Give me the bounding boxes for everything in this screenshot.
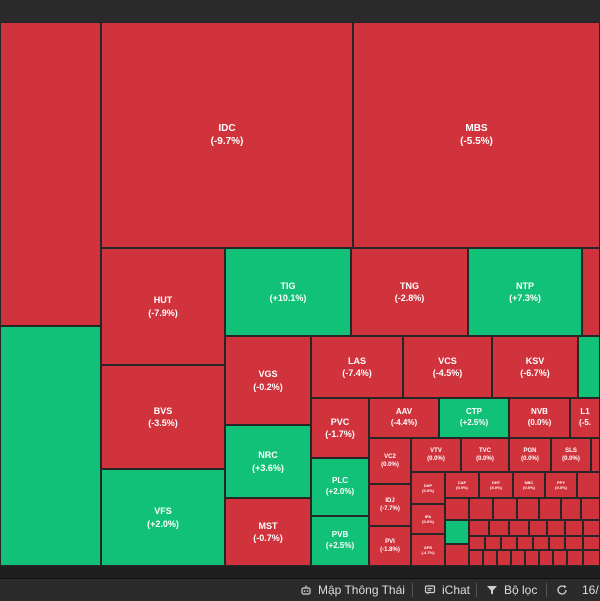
stock-tile-aps[interactable]: APS (-4.7%) xyxy=(411,534,445,566)
stock-tile-vgs[interactable]: VGS (-0.2%) xyxy=(225,336,311,425)
stock-tile-plc[interactable]: PLC (+2.0%) xyxy=(311,458,369,516)
top-bar xyxy=(0,0,600,23)
filter-label: Bộ lọc xyxy=(504,583,538,597)
bottom-toolbar: Mập Thông Thái iChat Bộ lọc 16/ xyxy=(0,578,600,601)
stock-tile-ksv[interactable]: KSV (-6.7%) xyxy=(492,336,578,398)
stock-tile[interactable] xyxy=(497,550,511,566)
stock-tile-hut[interactable]: HUT (-7.9%) xyxy=(101,248,225,365)
date-label: 16/ xyxy=(582,583,599,597)
stock-tile[interactable] xyxy=(565,536,583,550)
stock-tile[interactable] xyxy=(509,520,529,536)
stock-tile[interactable] xyxy=(577,472,600,498)
stock-tile[interactable] xyxy=(581,498,600,520)
stock-tile[interactable] xyxy=(561,498,581,520)
stock-tile[interactable] xyxy=(445,498,469,520)
map-button[interactable]: Mập Thông Thái xyxy=(300,579,405,601)
stock-tile-cap[interactable]: CAP (0.0%) xyxy=(445,472,479,498)
stock-tile[interactable] xyxy=(445,520,469,544)
stock-tile-ppy[interactable]: PPY (0.0%) xyxy=(545,472,577,498)
map-footer-gap xyxy=(0,566,600,578)
stock-tile[interactable] xyxy=(501,536,517,550)
stock-tile-nrc[interactable]: NRC (+3.6%) xyxy=(225,425,311,498)
stock-tile-idj[interactable]: IDJ (-7.7%) xyxy=(369,484,411,526)
divider xyxy=(546,583,547,597)
stock-tile[interactable] xyxy=(553,550,567,566)
stock-tile-ipa[interactable]: IPA (0.0%) xyxy=(411,504,445,534)
chat-label: iChat xyxy=(442,583,471,597)
divider xyxy=(476,583,477,597)
refresh-icon xyxy=(556,584,568,596)
stock-tile[interactable] xyxy=(525,550,539,566)
stock-tile-l1[interactable]: L1 (-5. xyxy=(570,398,600,438)
stock-tile-sls[interactable]: SLS (0.0%) xyxy=(551,438,591,472)
stock-tile-las[interactable]: LAS (-7.4%) xyxy=(311,336,403,398)
stock-tile-dht[interactable]: DHT (0.0%) xyxy=(479,472,513,498)
stock-tile-ntp[interactable]: NTP (+7.3%) xyxy=(468,248,582,336)
stock-tile[interactable] xyxy=(539,550,553,566)
stock-tile[interactable] xyxy=(578,336,600,398)
stock-tile-vc2[interactable]: VC2 (0.0%) xyxy=(369,438,411,484)
divider xyxy=(412,583,413,597)
stock-tile-dxp[interactable]: DXP (0.0%) xyxy=(411,472,445,504)
stock-tile-nbc[interactable]: NBC (0.0%) xyxy=(513,472,545,498)
stock-tile[interactable] xyxy=(0,22,101,326)
stock-tile[interactable] xyxy=(445,544,469,566)
stock-tile[interactable] xyxy=(493,498,517,520)
stock-tile[interactable] xyxy=(489,520,509,536)
stock-tile-vtv[interactable]: VTV (0.0%) xyxy=(411,438,461,472)
stock-tile[interactable] xyxy=(591,438,600,472)
stock-tile-pvb[interactable]: PVB (+2.5%) xyxy=(311,516,369,566)
heatmap-treemap: IDC (-9.7%) MBS (-5.5%) HUT (-7.9%) TIG (+10… xyxy=(0,22,600,578)
robot-icon xyxy=(300,584,312,596)
stock-tile[interactable] xyxy=(469,498,493,520)
stock-tile-mst[interactable]: MST (-0.7%) xyxy=(225,498,311,566)
stock-tile-nvb[interactable]: NVB (0.0%) xyxy=(509,398,570,438)
stock-tile[interactable] xyxy=(469,536,485,550)
chat-icon xyxy=(424,584,436,596)
filter-icon xyxy=(486,584,498,596)
stock-tile[interactable] xyxy=(583,536,600,550)
filter-button[interactable]: Bộ lọc xyxy=(486,579,537,601)
stock-tile[interactable] xyxy=(565,520,583,536)
date-display: 16/ xyxy=(582,579,599,601)
stock-tile-tig[interactable]: TIG (+10.1%) xyxy=(225,248,351,336)
stock-tile[interactable] xyxy=(469,550,483,566)
stock-tile-pgn[interactable]: PGN (0.0%) xyxy=(509,438,551,472)
stock-tile[interactable] xyxy=(511,550,525,566)
stock-tile-ctp[interactable]: CTP (+2.5%) xyxy=(439,398,509,438)
chat-button[interactable]: iChat xyxy=(424,579,470,601)
stock-tile[interactable] xyxy=(549,536,565,550)
stock-tile[interactable] xyxy=(583,520,600,536)
stock-tile[interactable] xyxy=(533,536,549,550)
refresh-button[interactable] xyxy=(556,579,568,601)
stock-tile-bvs[interactable]: BVS (-3.5%) xyxy=(101,365,225,469)
stock-tile-pvi[interactable]: PVI (-1.8%) xyxy=(369,526,411,566)
stock-tile-tvc[interactable]: TVC (0.0%) xyxy=(461,438,509,472)
stock-tile[interactable] xyxy=(483,550,497,566)
stock-tile[interactable] xyxy=(583,550,600,566)
stock-tile[interactable] xyxy=(582,248,600,336)
stock-tile-pvc[interactable]: PVC (-1.7%) xyxy=(311,398,369,458)
stock-tile-tng[interactable]: TNG (-2.8%) xyxy=(351,248,468,336)
stock-tile-vcs[interactable]: VCS (-4.5%) xyxy=(403,336,492,398)
stock-tile[interactable] xyxy=(0,326,101,566)
stock-tile-mbs[interactable]: MBS (-5.5%) xyxy=(353,22,600,248)
stock-tile-vfs[interactable]: VFS (+2.0%) xyxy=(101,469,225,566)
stock-tile[interactable] xyxy=(485,536,501,550)
stock-tile[interactable] xyxy=(539,498,561,520)
stock-tile-idc[interactable]: IDC (-9.7%) xyxy=(101,22,353,248)
stock-tile[interactable] xyxy=(517,498,539,520)
stock-tile[interactable] xyxy=(529,520,547,536)
map-label: Mập Thông Thái xyxy=(318,583,405,597)
stock-tile[interactable] xyxy=(547,520,565,536)
stock-tile-aav[interactable]: AAV (-4.4%) xyxy=(369,398,439,438)
stock-tile[interactable] xyxy=(567,550,583,566)
stock-tile[interactable] xyxy=(517,536,533,550)
stock-tile[interactable] xyxy=(469,520,489,536)
